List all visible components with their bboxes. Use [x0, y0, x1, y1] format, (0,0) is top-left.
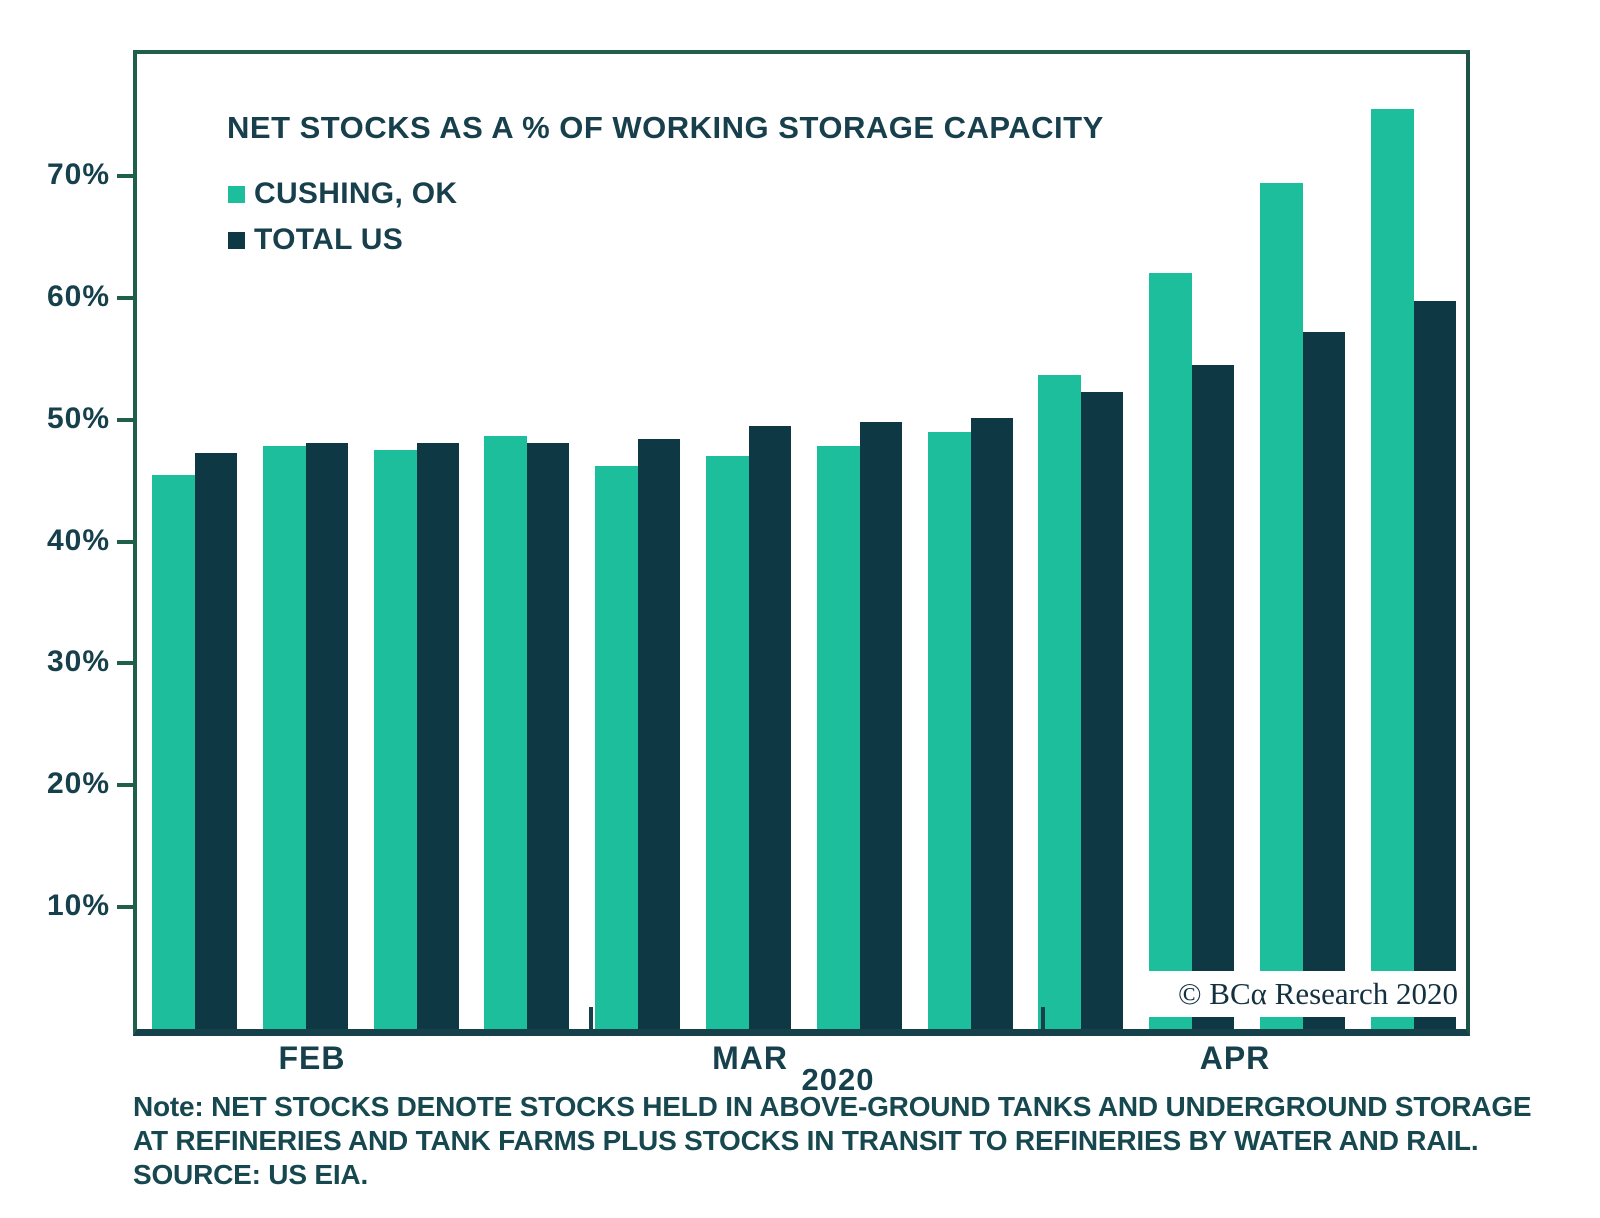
y-axis-tick — [117, 174, 133, 178]
bar-cushing-APR-3 — [1260, 183, 1303, 1029]
y-axis-label: 50% — [46, 402, 110, 435]
y-axis-tick — [117, 905, 133, 909]
bar-total-us-APR-2 — [1192, 364, 1235, 1029]
footnote: Note: NET STOCKS DENOTE STOCKS HELD IN A… — [133, 1090, 1533, 1192]
bar-cushing-FEB-2 — [262, 446, 306, 1029]
bar-cushing-MAR-2 — [706, 456, 749, 1029]
bar-total-us-FEB-3 — [416, 442, 459, 1029]
x-axis-label-feb: FEB — [278, 1040, 346, 1076]
bar-cushing-MAR-4 — [927, 431, 971, 1029]
y-axis-label: 30% — [46, 645, 110, 678]
footnote-line: Note: NET STOCKS DENOTE STOCKS HELD IN A… — [133, 1091, 1532, 1122]
y-axis-tick — [117, 783, 133, 787]
bar-total-us-FEB-4 — [527, 442, 570, 1029]
bar-cushing-FEB-1 — [152, 474, 195, 1029]
legend-label-cushing: CUSHING, OK — [254, 177, 458, 210]
legend-item-total-us: TOTAL US — [228, 223, 457, 256]
bar-total-us-FEB-1 — [195, 452, 237, 1029]
bar-cushing-MAR-1 — [595, 465, 639, 1029]
y-axis-tick — [117, 540, 133, 544]
y-axis-label: 10% — [46, 889, 110, 922]
bar-cushing-APR-4 — [1370, 108, 1414, 1029]
y-axis-label: 60% — [46, 280, 110, 313]
legend-label-total-us: TOTAL US — [254, 223, 404, 256]
bar-total-us-MAR-4 — [970, 418, 1013, 1029]
bar-total-us-MAR-2 — [749, 425, 791, 1029]
x-axis-label-mar: MAR — [712, 1040, 788, 1076]
legend-swatch-total-us-icon — [228, 231, 245, 249]
footnote-line: AT REFINERIES AND TANK FARMS PLUS STOCKS… — [133, 1125, 1479, 1156]
y-axis-label: 20% — [46, 767, 110, 800]
watermark: © BCα Research 2020 — [1146, 971, 1466, 1017]
bar-total-us-APR-1 — [1081, 391, 1124, 1029]
y-axis-tick — [117, 418, 133, 422]
watermark-text: © BCα Research 2020 — [1178, 976, 1458, 1011]
legend: CUSHING, OK TOTAL US — [228, 177, 458, 272]
x-axis-year-label: 2020 — [801, 1062, 875, 1097]
x-axis-group-tick — [1041, 1007, 1045, 1029]
bar-total-us-MAR-3 — [859, 422, 902, 1029]
y-axis-label: 70% — [46, 158, 110, 191]
chart-title: NET STOCKS AS A % OF WORKING STORAGE CAP… — [227, 110, 1104, 145]
x-axis-group-tick — [589, 1007, 593, 1029]
bar-cushing-FEB-4 — [484, 435, 528, 1029]
footnote-line: SOURCE: US EIA. — [133, 1159, 369, 1190]
legend-swatch-cushing-icon — [228, 185, 245, 203]
plot-frame — [133, 50, 1470, 1036]
bar-cushing-FEB-3 — [373, 450, 417, 1029]
bar-total-us-APR-3 — [1303, 331, 1345, 1029]
plot-area — [137, 54, 1466, 1029]
bar-total-us-MAR-1 — [638, 439, 681, 1029]
bar-total-us-APR-4 — [1413, 301, 1456, 1029]
bar-cushing-MAR-3 — [816, 446, 860, 1029]
x-axis-label-apr: APR — [1199, 1040, 1271, 1076]
y-axis-tick — [117, 296, 133, 300]
bar-cushing-APR-1 — [1038, 374, 1082, 1029]
bar-total-us-FEB-2 — [305, 442, 348, 1029]
y-axis-tick — [117, 661, 133, 665]
legend-item-cushing: CUSHING, OK — [228, 177, 458, 210]
bar-cushing-APR-2 — [1149, 273, 1193, 1029]
y-axis-label: 40% — [46, 524, 110, 557]
